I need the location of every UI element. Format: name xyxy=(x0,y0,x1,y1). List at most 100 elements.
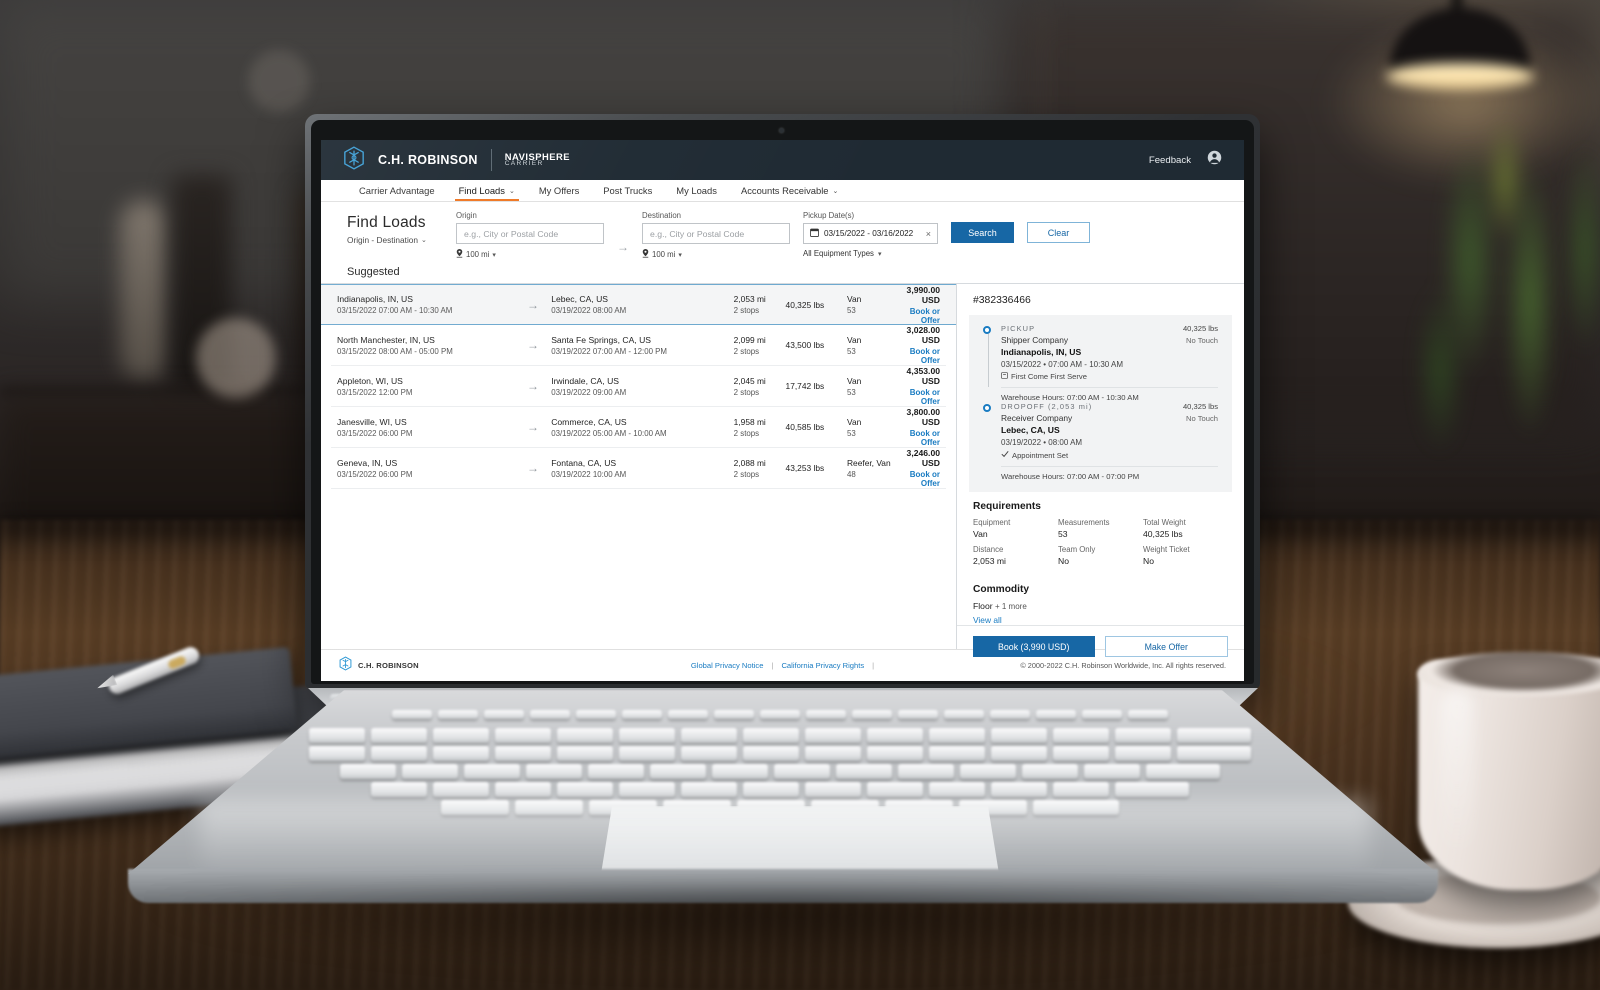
requirement-value: Van xyxy=(973,529,988,539)
brand-divider xyxy=(490,149,492,171)
nav-tab-find-loads[interactable]: Find Loads ⌄ xyxy=(447,180,527,201)
webcam xyxy=(779,128,784,133)
requirement-weight-ticket: Weight Ticket No xyxy=(1143,545,1228,566)
search-button[interactable]: Search xyxy=(951,222,1014,243)
ch-robinson-hex-logo-icon xyxy=(343,145,365,175)
footer-brand: C.H. ROBINSON xyxy=(339,656,639,676)
nav-tab-carrier-advantage[interactable]: Carrier Advantage xyxy=(347,180,447,201)
search-mode-selector[interactable]: Origin - Destination ⌄ xyxy=(347,235,443,245)
row-equipment: Van 53 xyxy=(847,335,907,356)
chevron-down-icon: ▾ xyxy=(492,251,496,259)
stop-warehouse-hours: Warehouse Hours: 07:00 AM - 10:30 AM xyxy=(1001,387,1218,402)
product-name-line2: CARRIER xyxy=(504,160,544,168)
laptop-trackpad[interactable] xyxy=(600,806,1000,880)
requirement-distance: Distance 2,053 mi xyxy=(973,545,1058,566)
chevron-down-icon: ⌄ xyxy=(421,237,427,244)
origin-radius-value: 100 mi xyxy=(466,250,490,259)
stop-note-text: First Come First Serve xyxy=(1011,372,1087,381)
requirement-key: Equipment xyxy=(973,518,1011,527)
table-row[interactable]: Indianapolis, IN, US 03/15/2022 07:00 AM… xyxy=(321,284,956,325)
row-price: 4,353.00 USD Book or Offer xyxy=(907,366,940,406)
row-book-or-offer-link[interactable]: Book or Offer xyxy=(909,470,940,488)
row-distance-value: 2,045 mi xyxy=(733,375,766,386)
row-price-value: 3,028.00 USD xyxy=(906,325,940,345)
brand-lockup[interactable]: C.H. ROBINSON NAVISPHERE CARRIER xyxy=(343,145,570,175)
row-equipment-size: 53 xyxy=(847,428,856,438)
feedback-link[interactable]: Feedback xyxy=(1148,154,1191,166)
row-weight: 40,325 lbs xyxy=(785,299,825,310)
row-equipment-type: Van xyxy=(847,294,862,304)
row-price: 3,028.00 USD Book or Offer xyxy=(907,325,940,365)
commodity-more-count: + 1 more xyxy=(994,602,1027,611)
row-origin-city: Indianapolis, IN, US xyxy=(337,294,413,304)
requirement-key: Team Only xyxy=(1058,545,1096,554)
table-row[interactable]: Appleton, WI, US 03/15/2022 12:00 PM → I… xyxy=(331,366,946,407)
row-arrow-icon: → xyxy=(526,379,539,393)
load-results-list: Indianapolis, IN, US 03/15/2022 07:00 AM… xyxy=(321,284,957,649)
nav-tab-my-offers[interactable]: My Offers xyxy=(527,180,591,201)
requirements-section: Requirements Equipment Van Measurements … xyxy=(957,492,1244,566)
row-dest-time: 03/19/2022 10:00 AM xyxy=(551,469,627,479)
row-book-or-offer-link[interactable]: Book or Offer xyxy=(909,347,940,365)
nav-tab-my-loads[interactable]: My Loads xyxy=(664,180,729,201)
requirements-row-2: Distance 2,053 mi Team Only No Weight Ti… xyxy=(973,545,1228,566)
user-account-icon[interactable] xyxy=(1207,150,1222,170)
row-stops: 2 stops xyxy=(733,387,760,397)
footer-link[interactable]: California Privacy Rights xyxy=(781,661,865,670)
row-equipment-type: Van xyxy=(847,375,862,386)
footer-separator: | xyxy=(771,661,774,670)
location-pin-icon xyxy=(456,249,463,260)
row-distance: 2,045 mi 2 stops xyxy=(734,376,786,397)
pickup-date-input[interactable]: 03/15/2022 - 03/16/2022 × xyxy=(803,223,938,244)
nav-tab-label: Post Trucks xyxy=(603,185,653,196)
table-row[interactable]: Geneva, IN, US 03/15/2022 06:00 PM → Fon… xyxy=(331,448,946,489)
stops-timeline: PICKUP Shipper Company Indianapolis, IN,… xyxy=(969,315,1232,492)
row-distance-value: 2,099 mi xyxy=(733,334,766,345)
nav-tab-accounts-receivable[interactable]: Accounts Receivable ⌄ xyxy=(729,180,850,201)
stop-weight: 40,325 lbs xyxy=(1182,324,1218,333)
footer-link[interactable]: Global Privacy Notice xyxy=(690,661,764,670)
clear-date-icon[interactable]: × xyxy=(925,228,931,239)
nav-tab-post-trucks[interactable]: Post Trucks xyxy=(591,180,664,201)
row-book-or-offer-link[interactable]: Book or Offer xyxy=(909,429,940,447)
make-offer-button[interactable]: Make Offer xyxy=(1104,636,1228,657)
row-distance-value: 1,958 mi xyxy=(733,416,766,427)
origin-input[interactable]: e.g., City or Postal Code xyxy=(456,223,604,244)
row-destination: Santa Fe Springs, CA, US 03/19/2022 07:0… xyxy=(551,335,733,356)
main-nav-tabs: Carrier Advantage Find Loads ⌄ My Offers… xyxy=(321,180,1244,202)
table-row[interactable]: North Manchester, IN, US 03/15/2022 08:0… xyxy=(331,325,946,366)
app-header: C.H. ROBINSON NAVISPHERE CARRIER Feedbac… xyxy=(321,140,1244,180)
stop-note: Appointment Set xyxy=(1001,450,1156,460)
clear-button[interactable]: Clear xyxy=(1027,222,1090,243)
table-row[interactable]: Janesville, WI, US 03/15/2022 06:00 PM →… xyxy=(331,407,946,448)
destination-input[interactable]: e.g., City or Postal Code xyxy=(642,223,790,244)
row-distance: 2,099 mi 2 stops xyxy=(734,335,786,356)
destination-radius-selector[interactable]: 100 mi ▾ xyxy=(642,249,790,260)
row-origin-time: 03/15/2022 07:00 AM - 10:30 AM xyxy=(337,306,453,315)
book-button[interactable]: Book (3,990 USD) xyxy=(973,636,1095,657)
row-destination: Commerce, CA, US 03/19/2022 05:00 AM - 1… xyxy=(551,417,733,438)
pickup-date-value: 03/15/2022 - 03/16/2022 xyxy=(824,229,914,238)
row-book-or-offer-link[interactable]: Book or Offer xyxy=(909,306,940,325)
row-book-or-offer-link[interactable]: Book or Offer xyxy=(909,388,940,406)
row-equipment: Reefer, Van 48 xyxy=(847,458,907,479)
nav-tab-label: Carrier Advantage xyxy=(359,185,435,196)
origin-radius-selector[interactable]: 100 mi ▾ xyxy=(456,249,604,260)
row-stops: 2 stops xyxy=(733,346,760,356)
commodity-value: Floor xyxy=(973,601,993,611)
commodity-view-all-link[interactable]: View all xyxy=(973,615,1002,625)
row-equipment: Van 53 xyxy=(847,417,907,438)
row-weight: 40,585 lbs xyxy=(785,422,825,432)
row-dest-time: 03/19/2022 08:00 AM xyxy=(551,306,627,315)
requirements-row-1: Equipment Van Measurements 53 Total Weig… xyxy=(973,518,1228,539)
equipment-type-filter[interactable]: All Equipment Types ▾ xyxy=(803,249,938,258)
load-detail-panel: #382336466 PICKUP Shipper Company Indian… xyxy=(957,284,1244,657)
check-icon xyxy=(1001,450,1009,460)
section-heading-suggested: Suggested xyxy=(321,260,1244,283)
load-id: #382336466 xyxy=(973,295,1031,306)
row-origin: Appleton, WI, US 03/15/2022 12:00 PM xyxy=(337,376,515,397)
row-stops: 2 stops xyxy=(733,428,760,438)
stop-company: Receiver Company xyxy=(1001,413,1073,423)
destination-label: Destination xyxy=(642,211,682,220)
row-distance: 2,053 mi 2 stops xyxy=(734,294,786,315)
